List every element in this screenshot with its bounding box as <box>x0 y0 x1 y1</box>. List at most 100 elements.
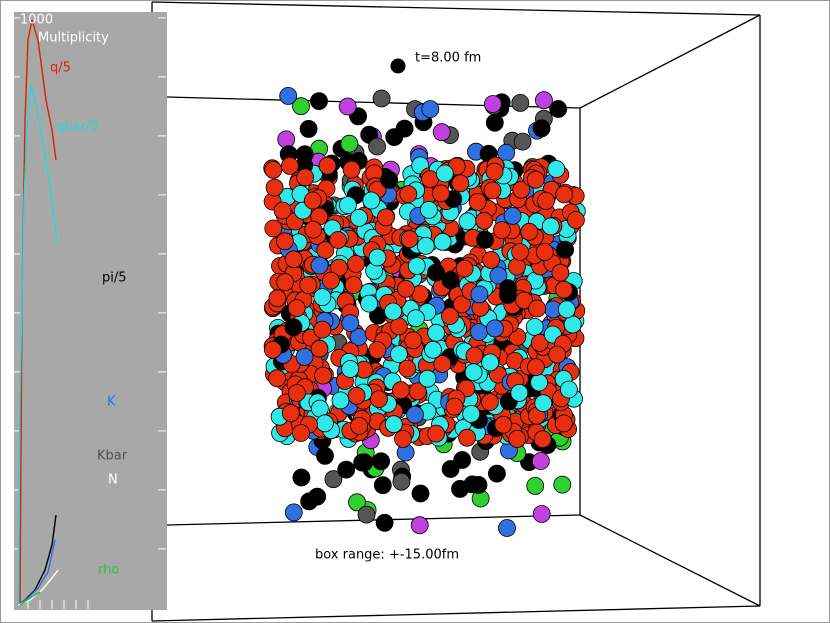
particle <box>489 266 508 285</box>
particle-cloud <box>263 57 586 537</box>
particle <box>399 185 418 204</box>
particle <box>265 178 284 197</box>
particle <box>535 243 554 261</box>
particle <box>533 430 552 449</box>
particle <box>284 503 303 522</box>
particle <box>331 391 350 410</box>
particle <box>406 309 425 328</box>
particle <box>534 394 553 413</box>
particle <box>310 92 328 110</box>
particle <box>295 347 314 366</box>
particle <box>287 384 306 402</box>
particle <box>528 299 546 318</box>
particle <box>380 170 399 189</box>
particle <box>340 134 359 153</box>
particle <box>530 333 549 352</box>
particle <box>347 255 365 273</box>
particle <box>520 222 539 241</box>
curve-label: Kbar <box>97 449 128 464</box>
particle <box>483 181 502 200</box>
particle <box>431 184 450 203</box>
curve-label: pi/5 <box>102 271 127 286</box>
particle <box>483 95 502 113</box>
particle <box>284 318 303 337</box>
particle <box>513 132 532 151</box>
particle <box>452 295 471 314</box>
particle <box>482 250 501 269</box>
particle <box>313 288 332 307</box>
particle <box>541 217 560 236</box>
particle <box>384 415 403 434</box>
particle <box>318 156 337 175</box>
particle <box>264 219 283 238</box>
particle <box>485 162 504 181</box>
curve-label: rho <box>98 563 119 578</box>
particle <box>372 89 391 108</box>
particle <box>470 285 489 304</box>
particle <box>280 156 299 175</box>
particle <box>368 341 387 359</box>
particle <box>375 513 394 532</box>
particle <box>435 164 454 183</box>
particle <box>440 307 459 326</box>
particle <box>315 414 334 433</box>
particle <box>567 211 585 229</box>
particle <box>421 100 440 118</box>
particle <box>526 170 545 189</box>
particle <box>476 230 495 249</box>
particle <box>530 373 548 392</box>
particle <box>556 240 574 259</box>
particle <box>316 446 334 465</box>
particle <box>396 279 415 298</box>
particle <box>532 505 551 523</box>
particle <box>433 355 452 373</box>
particle <box>341 360 360 378</box>
particle <box>299 119 318 138</box>
particle <box>441 271 460 290</box>
particle <box>531 452 550 470</box>
particle <box>299 276 318 295</box>
particle <box>485 319 504 338</box>
particle <box>526 476 545 495</box>
particle <box>510 383 529 402</box>
particle <box>368 248 387 267</box>
particle <box>376 208 395 227</box>
particle <box>515 291 533 310</box>
particle <box>547 160 566 178</box>
particle <box>337 460 356 479</box>
particle <box>284 250 303 269</box>
particle <box>350 416 369 435</box>
particle <box>369 390 388 409</box>
particle <box>400 230 419 249</box>
particle <box>416 236 435 255</box>
multiplicity-panel <box>14 12 167 610</box>
particle <box>555 185 574 204</box>
particle <box>404 331 423 350</box>
particle <box>498 519 516 537</box>
particle <box>537 191 555 210</box>
particle <box>342 160 361 179</box>
panel-title: Multiplicity <box>38 31 109 46</box>
particle <box>465 346 484 365</box>
particle <box>389 345 408 364</box>
particle <box>368 137 387 156</box>
particle <box>308 487 327 506</box>
particle <box>395 119 414 138</box>
particle <box>458 428 477 447</box>
particle <box>389 317 408 336</box>
particle <box>279 87 298 105</box>
particle <box>276 273 295 292</box>
particle <box>314 366 332 385</box>
particle <box>275 232 294 251</box>
particle <box>350 208 368 227</box>
particle <box>453 451 472 469</box>
particle <box>389 57 407 75</box>
particle <box>357 505 376 524</box>
particle <box>560 380 578 399</box>
particle <box>549 100 568 118</box>
particle <box>338 97 357 116</box>
particle <box>555 280 573 299</box>
particle <box>344 276 363 294</box>
particle <box>407 256 426 275</box>
